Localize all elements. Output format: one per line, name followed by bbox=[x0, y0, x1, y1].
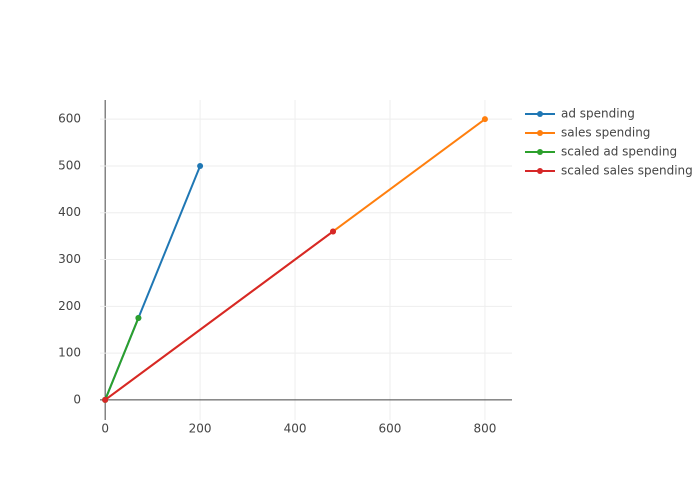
y-tick-label: 600 bbox=[58, 112, 81, 126]
legend-marker bbox=[537, 168, 543, 174]
y-tick-label: 500 bbox=[58, 158, 81, 172]
x-tick-label: 800 bbox=[473, 422, 496, 436]
marker bbox=[481, 116, 488, 123]
x-tick-label: 400 bbox=[284, 422, 307, 436]
y-tick-label: 200 bbox=[58, 299, 81, 313]
marker bbox=[102, 396, 109, 403]
x-tick-label: 600 bbox=[379, 422, 402, 436]
line bbox=[104, 317, 140, 401]
y-tick-label: 300 bbox=[58, 252, 81, 266]
legend-label: sales spending bbox=[561, 126, 650, 140]
y-tick-label: 0 bbox=[73, 392, 81, 406]
legend-marker bbox=[537, 149, 543, 155]
y-tick-label: 400 bbox=[58, 205, 81, 219]
legend-label: scaled ad spending bbox=[561, 145, 677, 159]
legend-label: ad spending bbox=[561, 107, 635, 121]
marker bbox=[330, 228, 337, 235]
marker bbox=[197, 162, 204, 169]
x-tick-label: 0 bbox=[101, 422, 109, 436]
legend-label: scaled sales spending bbox=[561, 164, 693, 178]
legend-marker bbox=[537, 130, 543, 136]
line bbox=[104, 230, 334, 401]
legend-marker bbox=[537, 111, 543, 117]
marker bbox=[135, 315, 142, 322]
x-tick-label: 200 bbox=[189, 422, 212, 436]
y-tick-label: 100 bbox=[58, 346, 81, 360]
